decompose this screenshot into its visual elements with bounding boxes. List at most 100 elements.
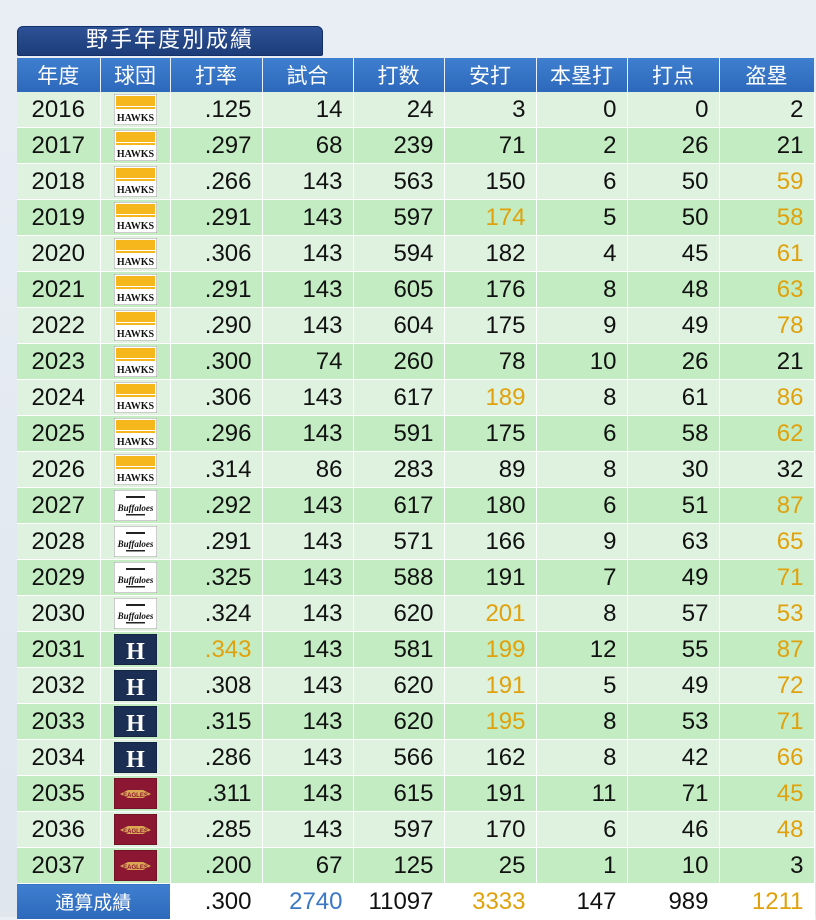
cell-avg: .343 (170, 631, 263, 668)
cell-hits: 182 (444, 235, 537, 272)
cell-stolen-bases: 63 (719, 271, 815, 308)
table-row[interactable]: 2035 EAGLES .311 143 615 191 11 71 45 (17, 775, 815, 812)
cell-at-bats: 597 (353, 811, 445, 848)
col-header-stolen-bases[interactable]: 盗塁 (719, 58, 815, 92)
eagles-logo-icon: EAGLES (113, 850, 157, 881)
table-row[interactable]: 2016 HAWKS .125 14 24 3 0 0 2 (17, 92, 815, 128)
cell-avg: .291 (170, 271, 263, 308)
cell-stolen-bases: 87 (719, 487, 815, 524)
cell-rbi: 53 (627, 703, 720, 740)
hawks-logo-icon: HAWKS (113, 202, 157, 233)
table-row[interactable]: 2036 EAGLES .285 143 597 170 6 46 48 (17, 811, 815, 848)
eagles-logo-icon: EAGLES (113, 814, 157, 845)
svg-text:Buffaloes: Buffaloes (116, 503, 153, 513)
cell-stolen-bases: 2 (719, 92, 815, 128)
cell-year: 2032 (17, 667, 101, 704)
cell-home-runs: 12 (536, 631, 628, 668)
col-header-games[interactable]: 試合 (262, 58, 354, 92)
svg-text:HAWKS: HAWKS (116, 365, 154, 376)
table-row[interactable]: 2026 HAWKS .314 86 283 89 8 30 32 (17, 451, 815, 488)
cell-avg: .200 (170, 847, 263, 884)
cell-hits: 189 (444, 379, 537, 416)
cell-year: 2035 (17, 775, 101, 812)
fighters-logo-icon: H (113, 706, 157, 737)
svg-text:HAWKS: HAWKS (116, 293, 154, 304)
table-row[interactable]: 2020 HAWKS .306 143 594 182 4 45 61 (17, 235, 815, 272)
cell-team: H (100, 667, 171, 704)
cell-games: 143 (262, 235, 354, 272)
cell-hits: 201 (444, 595, 537, 632)
table-row[interactable]: 2022 HAWKS .290 143 604 175 9 49 78 (17, 307, 815, 344)
cell-home-runs: 6 (536, 415, 628, 452)
fighters-logo-icon: H (113, 670, 157, 701)
table-row[interactable]: 2028 Buffaloes .291 143 571 166 9 63 65 (17, 523, 815, 560)
col-header-avg[interactable]: 打率 (170, 58, 263, 92)
cell-rbi: 63 (627, 523, 720, 560)
cell-team: HAWKS (100, 451, 171, 488)
col-header-home-runs[interactable]: 本塁打 (536, 58, 628, 92)
cell-hits: 150 (444, 163, 537, 200)
svg-text:HAWKS: HAWKS (116, 185, 154, 196)
cell-home-runs: 8 (536, 739, 628, 776)
cell-games: 74 (262, 343, 354, 380)
cell-home-runs: 8 (536, 703, 628, 740)
cell-hits: 180 (444, 487, 537, 524)
svg-text:H: H (126, 675, 145, 701)
col-header-rbi[interactable]: 打点 (627, 58, 720, 92)
hawks-logo-icon: HAWKS (113, 238, 157, 269)
cell-at-bats: 591 (353, 415, 445, 452)
cell-team: HAWKS (100, 199, 171, 236)
table-row[interactable]: 2027 Buffaloes .292 143 617 180 6 51 87 (17, 487, 815, 524)
svg-text:HAWKS: HAWKS (116, 221, 154, 232)
buffaloes-logo-icon: Buffaloes (113, 526, 157, 557)
cell-rbi: 10 (627, 847, 720, 884)
cell-stolen-bases: 86 (719, 379, 815, 416)
svg-text:HAWKS: HAWKS (116, 437, 154, 448)
cell-hits: 78 (444, 343, 537, 380)
cell-hits: 175 (444, 307, 537, 344)
cell-hits: 166 (444, 523, 537, 560)
cell-stolen-bases: 45 (719, 775, 815, 812)
cell-hits: 175 (444, 415, 537, 452)
cell-rbi: 58 (627, 415, 720, 452)
svg-text:H: H (126, 639, 145, 665)
table-row[interactable]: 2034 H .286 143 566 162 8 42 66 (17, 739, 815, 776)
cell-team: HAWKS (100, 235, 171, 272)
cell-avg: .300 (170, 343, 263, 380)
table-row[interactable]: 2025 HAWKS .296 143 591 175 6 58 62 (17, 415, 815, 452)
table-row[interactable]: 2017 HAWKS .297 68 239 71 2 26 21 (17, 127, 815, 164)
table-row[interactable]: 2021 HAWKS .291 143 605 176 8 48 63 (17, 271, 815, 308)
cell-games: 143 (262, 163, 354, 200)
table-row[interactable]: 2031 H .343 143 581 199 12 55 87 (17, 631, 815, 668)
col-header-team[interactable]: 球団 (100, 58, 171, 92)
table-row[interactable]: 2024 HAWKS .306 143 617 189 8 61 86 (17, 379, 815, 416)
table-row[interactable]: 2030 Buffaloes .324 143 620 201 8 57 53 (17, 595, 815, 632)
svg-text:HAWKS: HAWKS (116, 149, 154, 160)
cell-at-bats: 620 (353, 667, 445, 704)
cell-games: 143 (262, 307, 354, 344)
cell-year: 2023 (17, 343, 101, 380)
cell-year: 2036 (17, 811, 101, 848)
cell-team: H (100, 739, 171, 776)
table-row[interactable]: 2019 HAWKS .291 143 597 174 5 50 58 (17, 199, 815, 236)
cell-year: 2024 (17, 379, 101, 416)
table-row[interactable]: 2037 EAGLES .200 67 125 25 1 10 3 (17, 847, 815, 884)
table-row[interactable]: 2032 H .308 143 620 191 5 49 72 (17, 667, 815, 704)
col-header-year[interactable]: 年度 (17, 58, 101, 92)
hawks-logo-icon: HAWKS (113, 310, 157, 341)
cell-games: 68 (262, 127, 354, 164)
cell-team: Buffaloes (100, 523, 171, 560)
table-row[interactable]: 2023 HAWKS .300 74 260 78 10 26 21 (17, 343, 815, 380)
hawks-logo-icon: HAWKS (113, 346, 157, 377)
table-row[interactable]: 2018 HAWKS .266 143 563 150 6 50 59 (17, 163, 815, 200)
cell-rbi: 49 (627, 559, 720, 596)
svg-text:HAWKS: HAWKS (116, 113, 154, 124)
col-header-hits[interactable]: 安打 (444, 58, 537, 92)
cell-at-bats: 566 (353, 739, 445, 776)
table-row[interactable]: 2033 H .315 143 620 195 8 53 71 (17, 703, 815, 740)
svg-text:H: H (126, 747, 145, 773)
total-row: 通算成績 .300 2740 11097 3333 147 989 1211 (17, 883, 815, 920)
cell-hits: 195 (444, 703, 537, 740)
col-header-at-bats[interactable]: 打数 (353, 58, 445, 92)
table-row[interactable]: 2029 Buffaloes .325 143 588 191 7 49 71 (17, 559, 815, 596)
